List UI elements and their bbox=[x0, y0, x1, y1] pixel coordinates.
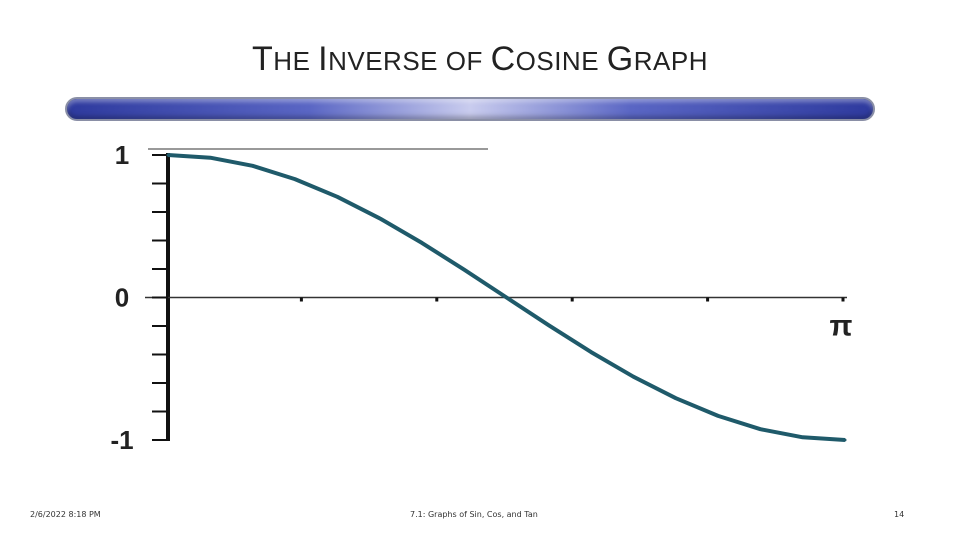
y-tick-label: 1 bbox=[115, 140, 129, 170]
data-point bbox=[801, 435, 805, 439]
data-point bbox=[505, 296, 508, 299]
x-tick-label: π bbox=[830, 310, 853, 343]
title-part: I bbox=[318, 40, 329, 78]
data-point bbox=[208, 156, 212, 160]
title-part: RAPH bbox=[633, 46, 708, 76]
title-part: T bbox=[252, 40, 274, 78]
data-point bbox=[758, 427, 762, 431]
y-tick-label: -1 bbox=[110, 425, 133, 455]
footer-page-number: 14 bbox=[894, 510, 905, 519]
data-point bbox=[674, 396, 678, 400]
data-point bbox=[293, 177, 297, 181]
title-decor-bar bbox=[65, 97, 875, 121]
title-part: OSINE bbox=[515, 46, 607, 76]
data-point bbox=[716, 414, 720, 418]
data-point bbox=[589, 350, 593, 354]
data-point bbox=[166, 153, 170, 157]
footer-slide-caption: 7.1: Graphs of Sin, Cos, and Tan bbox=[410, 510, 538, 519]
data-point bbox=[843, 438, 847, 442]
data-point bbox=[547, 323, 551, 327]
data-point bbox=[335, 195, 339, 199]
title-part: G bbox=[606, 40, 634, 78]
footer-date: 2/6/2022 8:18 PM bbox=[30, 510, 101, 519]
data-point bbox=[462, 268, 466, 272]
data-point bbox=[420, 241, 424, 245]
data-point bbox=[251, 164, 255, 168]
title-part: HE bbox=[273, 46, 319, 76]
title-part: C bbox=[490, 40, 516, 78]
slide-title: THE INVERSE OF COSINE GRAPH bbox=[0, 40, 960, 79]
y-tick-label: 0 bbox=[115, 283, 129, 313]
data-point bbox=[378, 216, 382, 220]
title-part: NVERSE OF bbox=[328, 46, 491, 76]
data-point bbox=[631, 375, 635, 379]
